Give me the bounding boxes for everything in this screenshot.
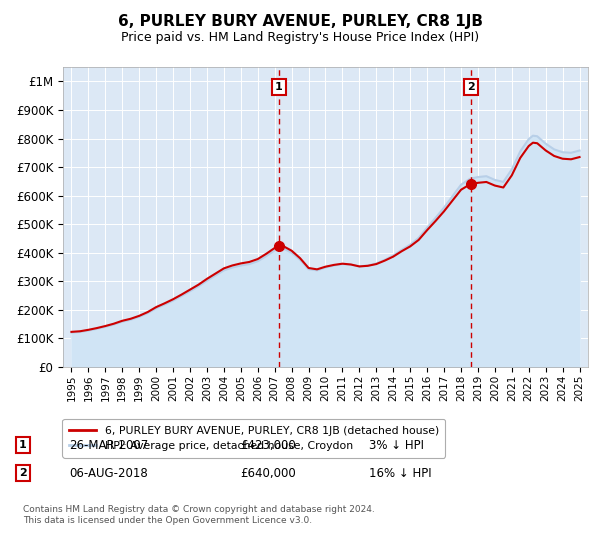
Text: 6, PURLEY BURY AVENUE, PURLEY, CR8 1JB: 6, PURLEY BURY AVENUE, PURLEY, CR8 1JB	[118, 14, 482, 29]
Text: 3% ↓ HPI: 3% ↓ HPI	[369, 438, 424, 452]
Text: 16% ↓ HPI: 16% ↓ HPI	[369, 466, 431, 480]
Text: £423,000: £423,000	[240, 438, 296, 452]
Text: 2: 2	[19, 468, 26, 478]
Text: 1: 1	[275, 82, 283, 92]
Text: Contains HM Land Registry data © Crown copyright and database right 2024.
This d: Contains HM Land Registry data © Crown c…	[23, 505, 374, 525]
Text: 06-AUG-2018: 06-AUG-2018	[69, 466, 148, 480]
Text: 1: 1	[19, 440, 26, 450]
Legend: 6, PURLEY BURY AVENUE, PURLEY, CR8 1JB (detached house), HPI: Average price, det: 6, PURLEY BURY AVENUE, PURLEY, CR8 1JB (…	[62, 419, 445, 458]
Text: 2: 2	[467, 82, 475, 92]
Text: Price paid vs. HM Land Registry's House Price Index (HPI): Price paid vs. HM Land Registry's House …	[121, 31, 479, 44]
Text: £640,000: £640,000	[240, 466, 296, 480]
Text: 26-MAR-2007: 26-MAR-2007	[69, 438, 148, 452]
